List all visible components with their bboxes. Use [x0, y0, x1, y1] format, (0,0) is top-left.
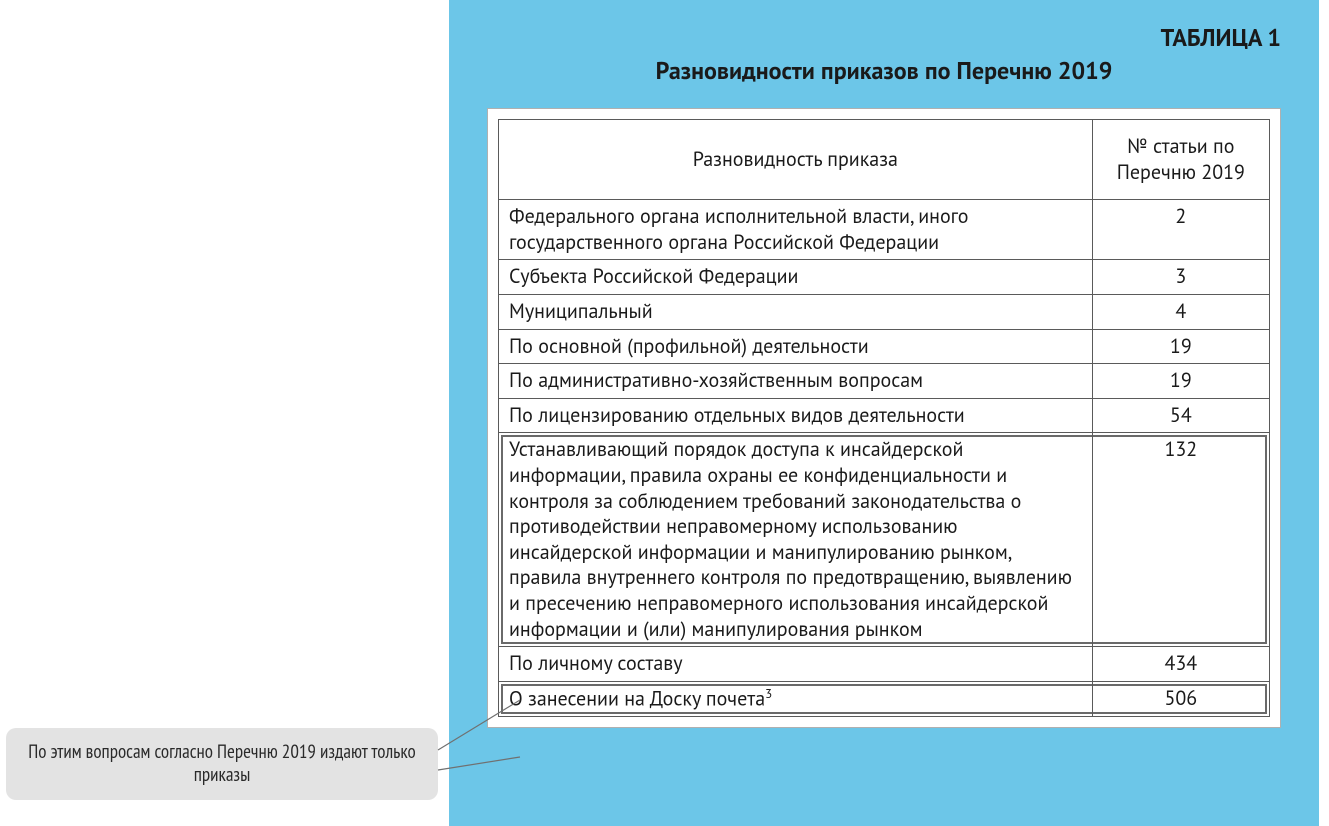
table-panel: ТАБЛИЦА 1 Разновидности приказов по Пере… [449, 0, 1319, 826]
row-desc: О занесении на Доску почета3 [499, 681, 1093, 716]
row-num: 54 [1092, 398, 1269, 433]
column-header-num: № статьи по Перечню 2019 [1092, 120, 1269, 200]
table-row: Федерального органа исполнительной власт… [499, 200, 1270, 260]
table-row: Устанавливающий порядок доступа к инсайд… [499, 433, 1270, 647]
callout-box: По этим вопросам согласно Перечню 2019 и… [6, 728, 438, 800]
row-desc: Федерального органа исполнительной власт… [499, 200, 1093, 260]
footnote-marker: 3 [765, 685, 772, 702]
column-header-desc: Разновидность приказа [499, 120, 1093, 200]
row-num: 132 [1092, 433, 1269, 647]
table-row: По административно-хозяйственным вопроса… [499, 364, 1270, 399]
table-row: Муниципальный4 [499, 294, 1270, 329]
row-desc: По административно-хозяйственным вопроса… [499, 364, 1093, 399]
row-desc: Муниципальный [499, 294, 1093, 329]
callout-text: По этим вопросам согласно Перечню 2019 и… [24, 741, 420, 787]
row-num: 19 [1092, 329, 1269, 364]
table-row: По лицензированию отдельных видов деятел… [499, 398, 1270, 433]
row-num: 19 [1092, 364, 1269, 399]
table-card: Разновидность приказа № статьи по Перечн… [487, 108, 1281, 728]
table-row: По личному составу434 [499, 647, 1270, 682]
row-desc: Устанавливающий порядок доступа к инсайд… [499, 433, 1093, 647]
row-num: 4 [1092, 294, 1269, 329]
row-desc: По лицензированию отдельных видов деятел… [499, 398, 1093, 433]
row-num: 2 [1092, 200, 1269, 260]
row-num: 434 [1092, 647, 1269, 682]
row-desc: По личному составу [499, 647, 1093, 682]
row-num: 3 [1092, 260, 1269, 295]
table-row: О занесении на Доску почета3506 [499, 681, 1270, 716]
row-num: 506 [1092, 681, 1269, 716]
row-desc: По основной (профильной) деятельности [499, 329, 1093, 364]
table-header-row: Разновидность приказа № статьи по Перечн… [499, 120, 1270, 200]
table-label: ТАБЛИЦА 1 [487, 22, 1281, 53]
table-title: Разновидности приказов по Перечню 2019 [487, 55, 1281, 86]
table-row: По основной (профильной) деятельности19 [499, 329, 1270, 364]
table-row: Субъекта Российской Федерации3 [499, 260, 1270, 295]
row-desc: Субъекта Российской Федерации [499, 260, 1093, 295]
orders-table: Разновидность приказа № статьи по Перечн… [498, 119, 1270, 717]
